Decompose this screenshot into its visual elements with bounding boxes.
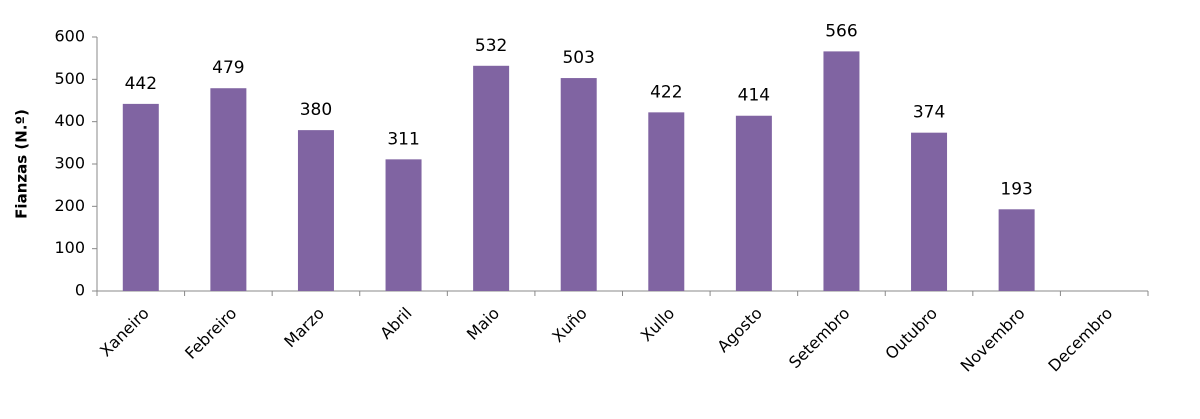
bar	[210, 88, 247, 292]
x-tick-label: Xullo	[637, 304, 679, 346]
x-tick-label: Maio	[463, 304, 503, 344]
bar	[911, 132, 948, 291]
data-label: 193	[1000, 179, 1032, 199]
bar	[122, 103, 159, 292]
bar	[648, 112, 685, 291]
data-label: 380	[300, 100, 332, 120]
bar	[998, 209, 1035, 291]
y-axis-label: Fianzas (N.º)	[13, 109, 31, 219]
y-tick-label: 200	[54, 196, 85, 215]
bar	[473, 65, 510, 291]
x-tick-label: Novembro	[957, 304, 1029, 376]
data-label: 442	[125, 74, 157, 94]
bar	[735, 115, 772, 292]
data-label: 479	[212, 58, 244, 78]
x-tick-label: Agosto	[713, 304, 766, 357]
data-label: 503	[562, 48, 594, 68]
x-tick-label: Xuño	[548, 304, 590, 346]
data-label: 566	[825, 21, 857, 41]
x-tick-label: Decembro	[1044, 304, 1116, 376]
y-tick-label: 600	[54, 27, 85, 46]
data-label: 532	[475, 36, 507, 56]
data-label: 422	[650, 82, 682, 102]
y-tick-label: 400	[54, 111, 85, 130]
bar	[297, 130, 334, 291]
x-tick-label: Setembro	[785, 304, 854, 373]
data-label: 311	[387, 129, 419, 149]
y-tick-label: 500	[54, 69, 85, 88]
bar	[385, 159, 422, 291]
bar	[823, 51, 860, 291]
y-tick-label: 100	[54, 238, 85, 257]
x-tick-label: Outubro	[881, 304, 941, 364]
x-tick-label: Febreiro	[181, 304, 240, 363]
y-tick-label: 0	[75, 281, 85, 300]
x-tick-label: Marzo	[280, 304, 328, 352]
x-tick-label: Xaneiro	[96, 304, 153, 361]
data-label: 414	[738, 86, 770, 106]
bar	[560, 78, 597, 292]
data-label: 374	[913, 103, 945, 123]
x-tick-label: Abril	[376, 304, 415, 343]
y-tick-label: 300	[54, 154, 85, 173]
